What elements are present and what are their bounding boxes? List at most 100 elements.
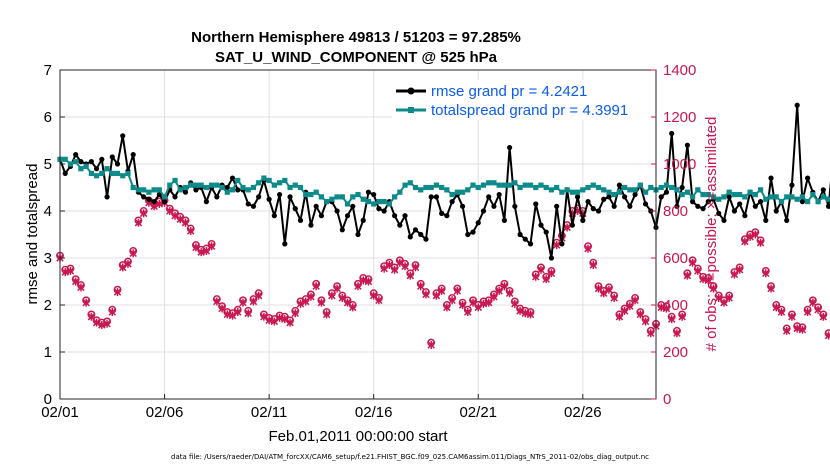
rmse-point [507, 144, 513, 151]
y-tick-label: 2 [44, 297, 52, 314]
totalspread-point [229, 187, 236, 193]
obs-assimilated-point [453, 286, 462, 295]
obs-assimilated-point [819, 312, 828, 321]
obs-assimilated-point [134, 218, 143, 227]
totalspread-point [538, 182, 544, 188]
totalspread-point [146, 189, 152, 195]
x-tick-label: 02/26 [564, 404, 602, 421]
rmse-point [475, 220, 481, 226]
totalspread-point [371, 201, 377, 207]
obs-assimilated-point [364, 277, 373, 286]
y-tick-label: 5 [44, 156, 52, 173]
totalspread-point [611, 191, 617, 198]
obs-assimilated-point [119, 263, 127, 272]
obs-assimilated-point [589, 261, 597, 270]
totalspread-point [491, 180, 497, 186]
rmse-point [250, 203, 257, 209]
rmse-point [559, 241, 565, 247]
obs-assimilated-point [270, 317, 279, 326]
obs-assimilated-point [349, 303, 357, 312]
rmse-point [62, 170, 68, 176]
totalspread-point [700, 191, 706, 198]
obs-assimilated-point [751, 230, 760, 239]
rmse-point [376, 206, 382, 212]
totalspread-point [517, 184, 523, 191]
totalspread-point [250, 184, 257, 191]
totalspread-point [622, 184, 628, 191]
rmse-point [88, 159, 94, 165]
totalspread-point [669, 184, 675, 191]
totalspread-point [198, 182, 204, 188]
rmse-point [235, 187, 241, 193]
obs-assimilated-point [793, 324, 801, 333]
totalspread-point [737, 191, 743, 198]
obs-assimilated-point [291, 309, 299, 318]
totalspread-point [507, 182, 513, 188]
obs-assimilated-point [479, 299, 488, 308]
rmse-point [522, 236, 528, 242]
obs-assimilated-point [354, 282, 362, 291]
rmse-point [742, 213, 748, 219]
obs-assimilated-point [359, 276, 367, 285]
rmse-point [606, 194, 612, 200]
totalspread-point [752, 191, 758, 198]
obs-assimilated-point [526, 310, 535, 319]
rmse-point [397, 222, 403, 228]
obs-assimilated-point [186, 226, 195, 235]
rmse-point [684, 142, 690, 148]
rmse-point [276, 191, 283, 198]
obs-assimilated-point [108, 308, 117, 317]
rmse-point [574, 194, 581, 200]
obs-assimilated-point [735, 265, 744, 274]
rmse-point [486, 194, 492, 200]
obs-assimilated-point [464, 308, 472, 317]
rmse-point [130, 152, 136, 158]
obs-assimilated-point [641, 317, 650, 326]
obs-assimilated-point [584, 244, 592, 253]
totalspread-point [73, 159, 79, 165]
rmse-point [554, 203, 560, 209]
rmse-point [569, 222, 575, 228]
rmse-point [114, 161, 121, 167]
chart-title-line1: Northern Hemisphere 49813 / 51203 = 97.2… [191, 29, 521, 46]
x-tick-label: 02/21 [459, 404, 497, 421]
obs-assimilated-point [98, 320, 106, 329]
totalspread-point [459, 189, 466, 195]
totalspread-point [695, 187, 701, 193]
rmse-point [339, 227, 345, 233]
totalspread-point [240, 184, 246, 191]
totalspread-point [580, 187, 586, 193]
rmse-point [271, 213, 277, 219]
totalspread-point [224, 189, 230, 195]
totalspread-point [585, 184, 591, 191]
obs-assimilated-point [662, 304, 671, 313]
obs-assimilated-point [66, 266, 75, 275]
totalspread-point [501, 182, 507, 188]
rmse-point [632, 191, 638, 198]
y2-tick-label: 600 [663, 250, 688, 267]
rmse-point [287, 194, 293, 200]
obs-assimilated-point [427, 340, 435, 349]
obs-assimilated-point [71, 277, 80, 286]
rmse-point [622, 194, 628, 200]
rmse-point [266, 196, 272, 202]
totalspread-point [350, 194, 356, 200]
rmse-point [439, 210, 445, 216]
x-tick-label: 02/11 [251, 404, 287, 421]
totalspread-point [496, 182, 502, 188]
totalspread-point [590, 182, 596, 188]
totalspread-point [235, 177, 241, 184]
rmse-point [784, 217, 790, 223]
rmse-point [527, 241, 534, 247]
totalspread-point [799, 194, 805, 200]
obs-assimilated-point [777, 308, 786, 317]
rmse-point [601, 196, 607, 202]
totalspread-point [789, 194, 795, 200]
totalspread-point [203, 184, 209, 191]
rmse-point [297, 217, 304, 223]
rmse-point [689, 199, 696, 205]
rmse-point [444, 213, 450, 219]
y2-tick-label: 1200 [663, 109, 696, 126]
rmse-point [726, 194, 732, 200]
